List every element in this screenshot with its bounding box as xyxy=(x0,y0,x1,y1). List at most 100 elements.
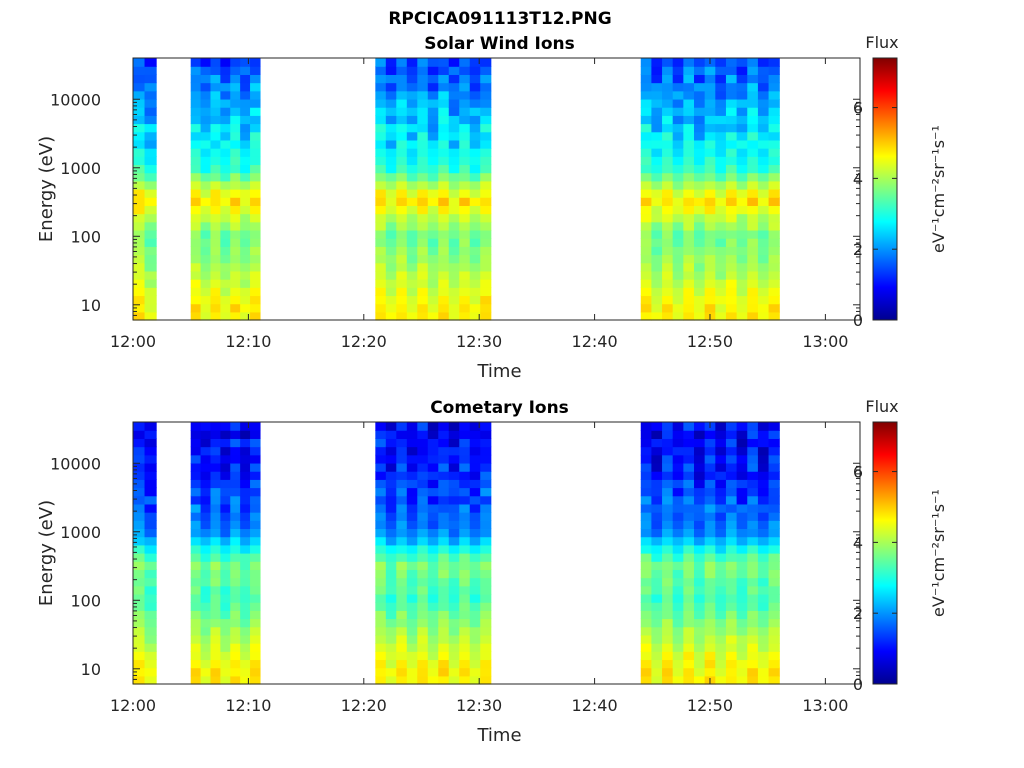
colorbar-tick-label: 2 xyxy=(853,240,863,259)
spectrogram-cell xyxy=(427,107,439,116)
spectrogram-cell xyxy=(133,238,146,247)
spectrogram-cell xyxy=(133,270,146,280)
spectrogram-cell xyxy=(396,197,408,206)
spectrogram-cell xyxy=(417,462,429,472)
spectrogram-cell xyxy=(704,569,716,579)
spectrogram-cell xyxy=(240,659,251,669)
spectrogram-cell xyxy=(250,553,261,562)
spectrogram-cell xyxy=(640,90,652,100)
spectrogram-cell xyxy=(459,561,471,570)
spectrogram-cell xyxy=(385,189,397,198)
spectrogram-cell xyxy=(250,438,261,448)
spectrogram-cell xyxy=(220,98,231,108)
spectrogram-cell xyxy=(469,58,481,67)
spectrogram-cell xyxy=(736,205,748,215)
spectrogram-cell xyxy=(200,553,212,562)
spectrogram-cell xyxy=(747,430,759,439)
spectrogram-cell xyxy=(704,123,716,133)
spectrogram-cell xyxy=(385,270,397,280)
spectrogram-cell xyxy=(662,503,674,513)
spectrogram-cell xyxy=(672,66,684,75)
spectrogram-cell xyxy=(469,643,481,652)
spectrogram-cell xyxy=(396,479,408,489)
spectrogram-cell xyxy=(725,626,738,636)
spectrogram-cell xyxy=(210,528,221,538)
spectrogram-cell xyxy=(385,229,397,239)
spectrogram-cell xyxy=(480,311,492,321)
spectrogram-cell xyxy=(736,512,748,521)
spectrogram-cell xyxy=(200,287,212,297)
spectrogram-cell xyxy=(640,213,652,223)
spectrogram-cell xyxy=(190,512,202,521)
spectrogram-cell xyxy=(469,520,481,530)
spectrogram-cell xyxy=(469,528,481,538)
spectrogram-cell xyxy=(240,156,251,166)
spectrogram-cell xyxy=(662,479,674,489)
spectrogram-cell xyxy=(230,197,241,206)
spectrogram-cell xyxy=(768,131,780,141)
spectrogram-cell xyxy=(747,667,759,677)
spectrogram-cell xyxy=(385,58,397,67)
spectrogram-cell xyxy=(250,82,261,92)
spectrogram-cell xyxy=(747,156,759,166)
spectrogram-cell xyxy=(694,303,706,313)
spectrogram-cell xyxy=(768,422,780,431)
spectrogram-cell xyxy=(651,446,663,456)
spectrogram-cell xyxy=(715,197,727,206)
spectrogram-cell xyxy=(220,164,231,174)
spectrogram-cell xyxy=(736,213,748,223)
spectrogram-cell xyxy=(672,172,684,182)
spectrogram-cell xyxy=(640,180,652,190)
spectrogram-cell xyxy=(672,634,684,644)
spectrogram-cell xyxy=(448,82,460,92)
spectrogram-cell xyxy=(662,246,674,256)
spectrogram-cell xyxy=(736,659,748,669)
spectrogram-cell xyxy=(736,254,748,264)
spectrogram-cell xyxy=(480,585,492,595)
spectrogram-cell xyxy=(672,279,684,288)
spectrogram-cell xyxy=(375,279,387,288)
spectrogram-cell xyxy=(651,213,663,223)
spectrogram-cell xyxy=(768,238,780,247)
colorbar-unit: eV⁻¹cm⁻²sr⁻¹s⁻¹ xyxy=(929,125,948,253)
spectrogram-cell xyxy=(427,462,439,472)
spectrogram-cell xyxy=(480,74,492,84)
spectrogram-cell xyxy=(210,139,221,149)
spectrogram-cell xyxy=(438,536,450,546)
spectrogram-cell xyxy=(747,536,759,546)
spectrogram-cell xyxy=(385,520,397,530)
spectrogram-cell xyxy=(250,634,261,644)
spectrogram-cell xyxy=(747,164,759,174)
spectrogram-cell xyxy=(438,544,450,554)
spectrogram-cell xyxy=(725,172,738,182)
spectrogram-cell xyxy=(144,446,157,456)
spectrogram-cell xyxy=(672,643,684,652)
spectrogram-cell xyxy=(683,577,695,587)
spectrogram-cell xyxy=(200,180,212,190)
spectrogram-cell xyxy=(459,246,471,256)
spectrogram-cell xyxy=(736,287,748,297)
spectrogram-cell xyxy=(725,107,738,116)
spectrogram-cell xyxy=(683,610,695,620)
spectrogram-cell xyxy=(220,520,231,530)
spectrogram-cell xyxy=(144,98,157,108)
spectrogram-cell xyxy=(230,98,241,108)
spectrogram-cell xyxy=(683,82,695,92)
spectrogram-cell xyxy=(250,279,261,288)
spectrogram-cell xyxy=(694,577,706,587)
spectrogram-cell xyxy=(747,634,759,644)
spectrogram-cell xyxy=(694,205,706,215)
spectrogram-cell xyxy=(210,610,221,620)
spectrogram-cell xyxy=(480,123,492,133)
spectrogram-cell xyxy=(417,487,429,497)
spectrogram-cell xyxy=(683,58,695,67)
spectrogram-cell xyxy=(725,123,738,133)
spectrogram-cell xyxy=(704,479,716,489)
spectrogram-cell xyxy=(736,246,748,256)
spectrogram-cell xyxy=(757,528,770,538)
spectrogram-cell xyxy=(640,528,652,538)
spectrogram-cell xyxy=(190,262,202,272)
spectrogram-cell xyxy=(240,238,251,247)
spectrogram-cell xyxy=(385,618,397,628)
spectrogram-cell xyxy=(133,520,146,530)
